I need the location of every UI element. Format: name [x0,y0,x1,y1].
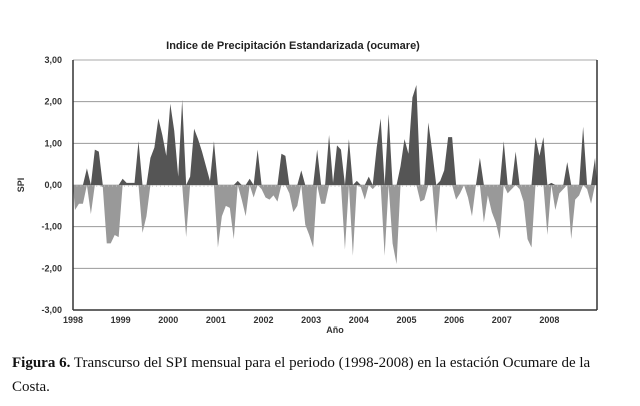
y-tick-label: 0,00 [44,180,62,190]
x-tick-label: 2001 [206,315,226,325]
spi-area [72,85,597,265]
figure-caption: Figura 6. Transcurso del SPI mensual par… [12,351,628,399]
y-axis-label: SPI [16,178,26,193]
x-tick-label: 2007 [492,315,512,325]
x-axis-label: Año [326,325,344,335]
y-tick-label: -2,00 [41,263,62,273]
x-tick-label: 2003 [301,315,321,325]
positive-area [73,85,597,185]
x-tick-label: 2004 [349,315,369,325]
x-tick-label: 1999 [111,315,131,325]
chart-title: Indice de Precipitación Estandarizada (o… [166,40,420,52]
negative-area [73,185,597,265]
spi-chart: Indice de Precipitación Estandarizada (o… [16,40,598,335]
x-tick-label: 1998 [63,315,83,325]
y-axis-ticks: 3,00 2,00 1,00 0,00 -1,00 -2,00 -3,00 [41,55,62,315]
y-tick-label: -1,00 [41,222,62,232]
x-tick-label: 2006 [444,315,464,325]
y-tick-label: 1,00 [44,138,62,148]
caption-label: Figura 6. [12,355,71,371]
y-tick-label: 2,00 [44,97,62,107]
y-tick-label: 3,00 [44,55,62,65]
x-tick-label: 2000 [158,315,178,325]
caption-text: Transcurso del SPI mensual para el perio… [12,355,591,395]
x-tick-label: 2002 [254,315,274,325]
plot-frame [72,59,598,311]
x-tick-label: 2008 [539,315,559,325]
x-axis-ticks: 1998 1999 2000 2001 2002 2003 2004 2005 2006 2007… [63,315,559,325]
y-tick-label: -3,00 [41,305,62,315]
x-tick-label: 2005 [396,315,416,325]
